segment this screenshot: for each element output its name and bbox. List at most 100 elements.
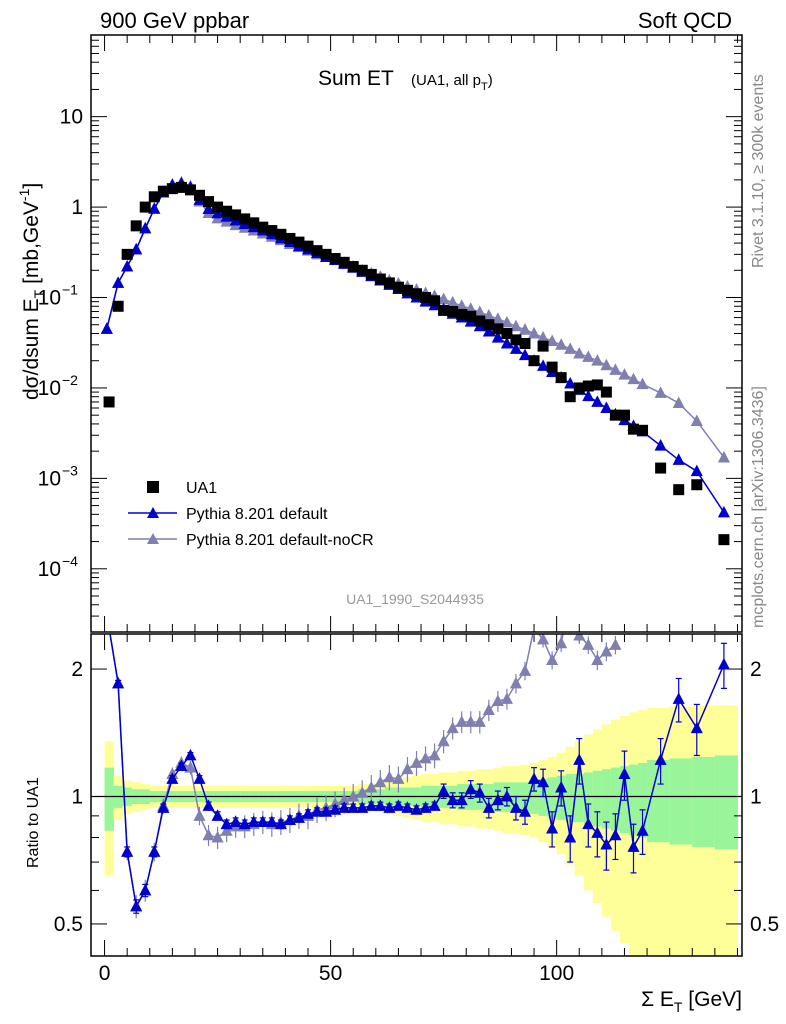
inner-band: [647, 759, 671, 843]
ratio-y-tick-label-left: 2: [71, 658, 83, 681]
default-ratio-point: [401, 801, 414, 813]
legend-marker-nocr: [147, 533, 159, 544]
default-ratio-point: [175, 759, 188, 772]
default-ratio-point: [139, 883, 152, 896]
default-ratio-point: [636, 824, 649, 836]
default-ratio-point: [654, 753, 667, 765]
nocr-ratio-point: [573, 634, 586, 641]
nocr-point: [455, 299, 468, 311]
default-point: [482, 324, 495, 337]
ua1-point: [501, 328, 513, 339]
y-tick-label: 10: [38, 377, 61, 400]
ua1-point: [320, 248, 332, 260]
chart-title: Sum ET: [318, 67, 394, 90]
nocr-point: [546, 334, 559, 347]
default-ratio-point: [365, 799, 378, 811]
default-point: [211, 206, 224, 219]
ua1-point: [212, 201, 224, 213]
inner-band: [669, 758, 693, 845]
y-tick-exponent: −4: [62, 553, 78, 569]
inner-band: [538, 778, 549, 816]
ua1-point: [537, 340, 549, 352]
ua1-point: [338, 256, 350, 268]
default-ratio-point: [130, 899, 143, 912]
ua1-point: [257, 221, 269, 233]
header-left: 900 GeV ppbar: [100, 8, 249, 33]
inner-band: [638, 762, 648, 838]
default-point: [509, 342, 523, 354]
ua1-point: [492, 323, 504, 335]
ua1-point: [438, 304, 450, 316]
y-tick-exponent: −2: [62, 372, 78, 388]
ua1-point: [284, 232, 296, 244]
nocr-point: [564, 342, 577, 354]
default-ratio-point: [627, 840, 640, 852]
nocr-ratio-point: [329, 797, 342, 809]
nocr-point: [582, 350, 595, 362]
inner-band: [547, 777, 558, 818]
ua1-point: [628, 423, 639, 435]
default-line: [106, 182, 725, 513]
ua1-point: [609, 409, 621, 421]
ua1-point: [600, 386, 612, 398]
default-point: [600, 401, 613, 413]
default-ratio-point: [374, 799, 387, 811]
nocr-ratio-point: [401, 762, 414, 775]
default-ratio-point: [609, 828, 622, 841]
legend-label-nocr: Pythia 8.201 default-noCR: [186, 532, 374, 549]
ua1-point: [166, 183, 178, 195]
default-point: [130, 242, 143, 255]
default-ratio-point: [211, 809, 224, 821]
nocr-ratio-point: [482, 703, 495, 716]
default-ratio-point: [310, 805, 324, 817]
default-ratio-point: [482, 801, 495, 813]
ua1-point: [383, 277, 395, 289]
default-ratio-point: [392, 799, 405, 811]
default-ratio-point: [437, 784, 450, 797]
ua1-point: [420, 292, 432, 304]
default-ratio-line: [109, 634, 725, 909]
nocr-point: [654, 386, 667, 398]
ua1-point: [121, 248, 133, 260]
default-point: [100, 322, 113, 334]
inner-band: [574, 774, 585, 823]
header-right: Soft QCD: [638, 8, 732, 33]
default-ratio-point: [591, 826, 604, 838]
nocr-ratio-point: [555, 636, 568, 649]
inner-band: [692, 756, 716, 847]
default-ratio-point: [292, 811, 306, 823]
nocr-ratio-point: [338, 793, 351, 806]
default-point: [690, 464, 703, 477]
default-point: [202, 202, 215, 215]
nocr-ratio-point: [537, 634, 550, 645]
ratio-panel: 0.5 0.5 1 1 2 2 0 50 100 Ratio to UA1 Σ ET [GeV]: [25, 633, 779, 1015]
main-plot-frame: [90, 34, 743, 633]
default-ratio-point: [202, 799, 215, 811]
default-ratio-point: [220, 817, 233, 830]
default-ratio-point: [166, 772, 179, 784]
ua1-point: [275, 228, 287, 240]
default-point: [591, 395, 604, 407]
inner-band: [529, 780, 540, 814]
default-ratio-point: [455, 793, 468, 806]
ua1-point: [447, 306, 459, 318]
ua1-point: [618, 409, 630, 421]
rivet-label: Rivet 3.1.10, ≥ 300k events: [750, 74, 767, 268]
ua1-point: [239, 213, 251, 225]
nocr-point: [482, 309, 495, 321]
ua1-point: [194, 189, 205, 201]
nocr-point: [446, 295, 459, 308]
default-ratio-point: [419, 801, 432, 813]
ua1-point: [175, 181, 187, 193]
ratio-y-axis-label: Ratio to UA1: [25, 777, 42, 868]
legend-label-ua1: UA1: [186, 480, 217, 497]
default-ratio-point: [582, 817, 595, 830]
ua1-point: [401, 284, 413, 296]
nocr-point: [609, 363, 622, 375]
nocr-ratio-point: [455, 715, 468, 727]
y-tick-exponent: −1: [62, 282, 78, 298]
default-ratio-point: [256, 815, 269, 828]
nocr-point: [618, 368, 631, 380]
nocr-ratio-point: [193, 809, 206, 821]
